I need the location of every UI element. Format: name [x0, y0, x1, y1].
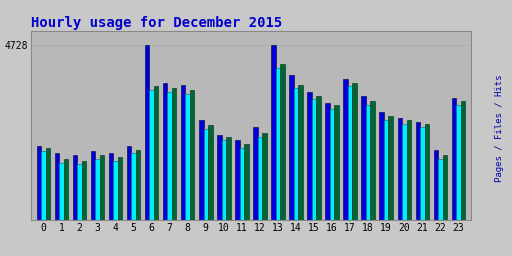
Bar — [307, 92, 312, 220]
Bar — [59, 163, 63, 220]
Bar — [145, 45, 150, 220]
Bar — [434, 150, 438, 220]
Bar — [131, 153, 136, 220]
Bar — [199, 120, 203, 220]
Bar — [334, 105, 339, 220]
Bar — [181, 84, 185, 220]
Bar — [46, 148, 50, 220]
Bar — [316, 96, 321, 220]
Bar — [298, 84, 303, 220]
Bar — [217, 135, 222, 220]
Bar — [253, 127, 258, 220]
Bar — [190, 90, 195, 220]
Bar — [407, 120, 411, 220]
Bar — [118, 157, 122, 220]
Bar — [41, 152, 46, 220]
Text: Hourly usage for December 2015: Hourly usage for December 2015 — [31, 16, 282, 29]
Bar — [397, 118, 402, 220]
Bar — [361, 96, 366, 220]
Bar — [82, 161, 86, 220]
Bar — [289, 75, 294, 220]
Bar — [456, 105, 461, 220]
Bar — [55, 153, 59, 220]
Bar — [275, 68, 280, 220]
Bar — [185, 94, 190, 220]
Bar — [77, 164, 82, 220]
Bar — [127, 146, 131, 220]
Bar — [226, 137, 230, 220]
Bar — [244, 144, 249, 220]
Bar — [379, 112, 384, 220]
Bar — [36, 146, 41, 220]
Bar — [344, 79, 348, 220]
Bar — [154, 87, 158, 220]
Bar — [384, 120, 389, 220]
Bar — [402, 124, 407, 220]
Bar — [452, 98, 456, 220]
Bar — [461, 101, 465, 220]
Bar — [366, 105, 371, 220]
Bar — [371, 101, 375, 220]
Bar — [262, 133, 267, 220]
Bar — [150, 90, 154, 220]
Bar — [442, 155, 447, 220]
Text: Pages / Files / Hits: Pages / Files / Hits — [495, 74, 504, 182]
Bar — [424, 124, 429, 220]
Bar — [352, 83, 357, 220]
Bar — [240, 148, 244, 220]
Bar — [235, 140, 240, 220]
Bar — [113, 161, 118, 220]
Bar — [100, 155, 104, 220]
Bar — [389, 116, 393, 220]
Bar — [222, 140, 226, 220]
Bar — [438, 159, 442, 220]
Bar — [330, 109, 334, 220]
Bar — [163, 83, 167, 220]
Bar — [258, 137, 262, 220]
Bar — [325, 103, 330, 220]
Bar — [312, 99, 316, 220]
Bar — [167, 92, 172, 220]
Bar — [172, 88, 177, 220]
Bar — [95, 159, 100, 220]
Bar — [203, 129, 208, 220]
Bar — [136, 150, 140, 220]
Bar — [280, 64, 285, 220]
Bar — [271, 45, 275, 220]
Bar — [348, 87, 352, 220]
Bar — [208, 125, 212, 220]
Bar — [420, 127, 424, 220]
Bar — [63, 159, 68, 220]
Bar — [91, 152, 95, 220]
Bar — [109, 153, 113, 220]
Bar — [73, 155, 77, 220]
Bar — [294, 88, 298, 220]
Bar — [416, 122, 420, 220]
